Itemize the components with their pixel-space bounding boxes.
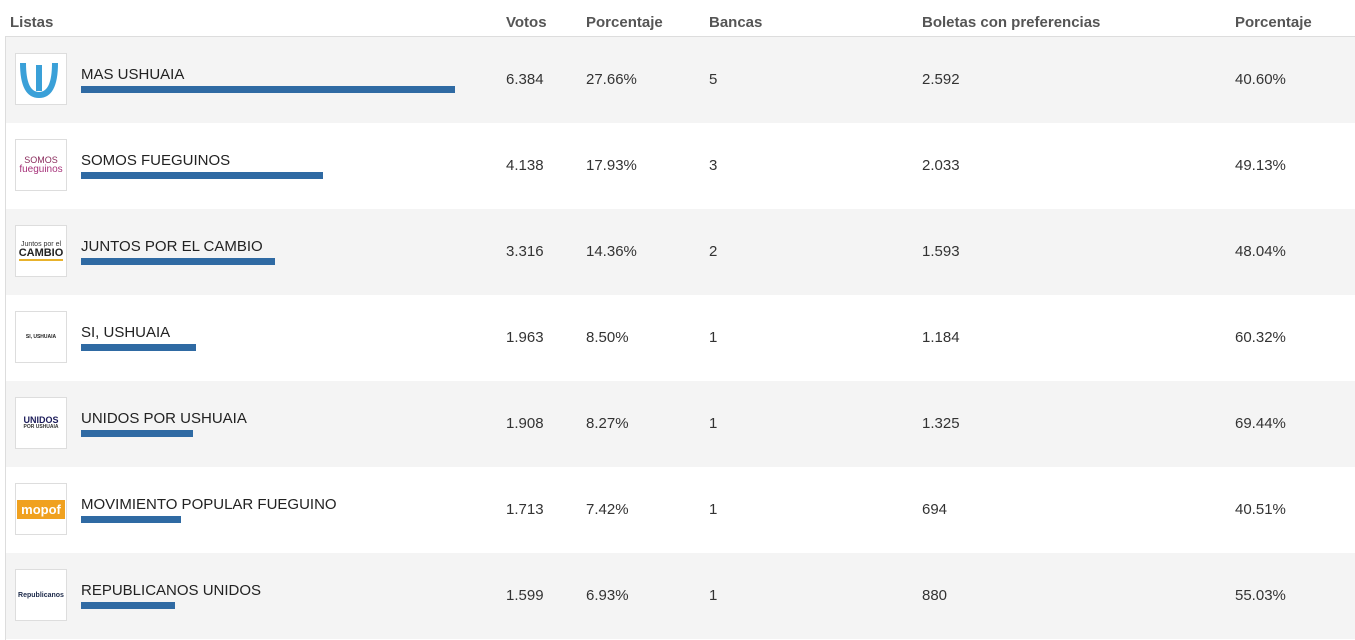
party-name: REPUBLICANOS UNIDOS [81,582,262,599]
cell-votos: 6.384 [506,71,544,88]
cell-votos: 4.138 [506,157,544,174]
cell-porcentaje: 17.93% [586,157,637,174]
cell-bancas: 1 [709,329,718,346]
cell-porcentaje-preferencias: 48.04% [1235,243,1286,260]
cell-bancas: 5 [709,71,718,88]
cell-porcentaje-preferencias: 69.44% [1235,415,1286,432]
cell-bancas: 1 [709,587,718,604]
cell-porcentaje: 27.66% [586,71,637,88]
cell-boletas: 1.593 [922,243,960,260]
logo-text: SOMOS [24,154,58,165]
cell-porcentaje-preferencias: 55.03% [1235,587,1286,604]
table-border [5,36,1355,640]
table-row: UNIDOS POR USHUAIA UNIDOS POR USHUAIA 1.908… [5,381,1355,467]
cell-porcentaje: 7.42% [586,501,629,518]
party-logo: UNIDOS POR USHUAIA [15,397,67,449]
cell-boletas: 1.325 [922,415,960,432]
party-name: UNIDOS POR USHUAIA [81,410,247,427]
percentage-bar [81,602,175,609]
header-porcentaje-preferencias: Porcentaje [1235,14,1312,31]
cell-votos: 1.713 [506,501,544,518]
logo-text: CAMBIO [18,247,64,261]
cell-bancas: 2 [709,243,718,260]
cell-bancas: 1 [709,501,718,518]
cell-boletas: 880 [922,587,948,604]
cell-boletas: 1.184 [922,329,960,346]
percentage-bar [81,516,182,523]
cell-boletas: 694 [922,501,948,518]
cell-porcentaje-preferencias: 40.60% [1235,71,1286,88]
logo-text: SI, USHUAIA [25,333,57,340]
percentage-bar [81,258,276,265]
party-logo: SOMOS fueguinos [15,139,67,191]
percentage-bar [81,344,196,351]
cell-porcentaje: 8.50% [586,329,629,346]
cell-porcentaje-preferencias: 40.51% [1235,501,1286,518]
party-name: SI, USHUAIA [81,324,171,341]
cell-bancas: 1 [709,415,718,432]
cell-porcentaje: 6.93% [586,587,629,604]
cell-boletas: 2.033 [922,157,960,174]
logo-text: UNIDOS [23,415,59,425]
logo-text: POR USHUAIA [23,424,59,430]
party-logo: SI, USHUAIA [15,311,67,363]
cell-porcentaje-preferencias: 49.13% [1235,157,1286,174]
header-bancas: Bancas [709,14,763,31]
header-boletas: Boletas con preferencias [922,14,1101,31]
logo-text: Juntos por el [20,241,62,248]
percentage-bar [81,172,324,179]
cell-votos: 1.599 [506,587,544,604]
cell-votos: 3.316 [506,243,544,260]
cell-bancas: 3 [709,157,718,174]
cell-votos: 1.963 [506,329,544,346]
party-name: SOMOS FUEGUINOS [81,152,231,169]
logo-text: mopof [17,499,65,519]
party-name: JUNTOS POR EL CAMBIO [81,238,263,255]
party-name: MAS USHUAIA [81,66,185,83]
party-logo: Juntos por el CAMBIO [15,225,67,277]
percentage-bar [81,86,455,93]
header-listas: Listas [10,14,54,31]
party-logo: Republicanos [15,569,67,621]
table-row: SOMOS fueguinos SOMOS FUEGUINOS 4.138 17.93%… [5,123,1355,209]
table-row: SI, USHUAIA SI, USHUAIA 1.963 8.50% 1 1.184 60… [5,295,1355,381]
table-row: MAS USHUAIA 6.384 27.66% 5 2.592 40.60% [5,37,1355,123]
cell-votos: 1.908 [506,415,544,432]
table-row: mopof MOVIMIENTO POPULAR FUEGUINO 1.713 7.4… [5,467,1355,553]
logo-text: Republicanos [18,591,64,599]
table-row: Juntos por el CAMBIO JUNTOS POR EL CAMBIO 3… [5,209,1355,295]
cell-boletas: 2.592 [922,71,960,88]
cell-porcentaje: 14.36% [586,243,637,260]
table-row: Republicanos REPUBLICANOS UNIDOS 1.599 6.93… [5,553,1355,639]
header-votos: Votos [506,14,547,31]
logo-graphic [20,62,58,99]
party-name: MOVIMIENTO POPULAR FUEGUINO [81,496,337,513]
party-logo [15,53,67,105]
percentage-bar [81,430,193,437]
party-logo: mopof [15,483,67,535]
header-porcentaje: Porcentaje [586,14,663,31]
cell-porcentaje: 8.27% [586,415,629,432]
cell-porcentaje-preferencias: 60.32% [1235,329,1286,346]
logo-text: fueguinos [19,163,63,175]
